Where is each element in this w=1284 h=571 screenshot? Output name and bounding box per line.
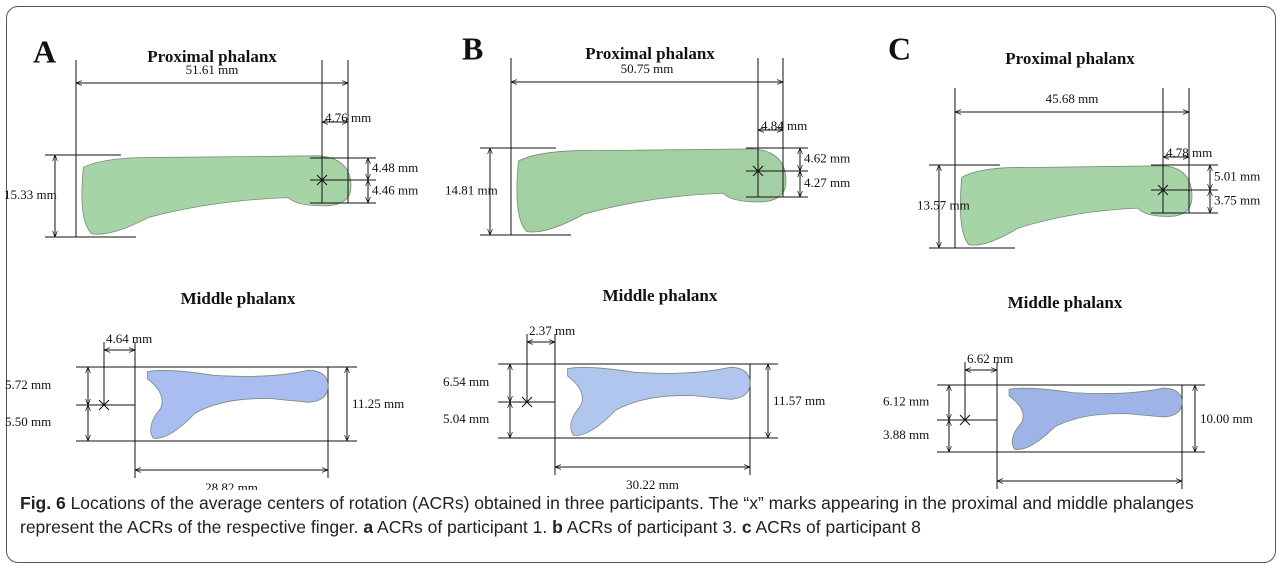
measurement-label: 5.04 mm (443, 411, 489, 426)
bounding-box (996, 384, 1183, 453)
caption-text: Locations of the average centers of rota… (20, 493, 1194, 537)
measurement-label: 4.84 mm (761, 118, 807, 133)
measurement-label: 15.33 mm (4, 187, 57, 202)
caption-item-letter: b (552, 517, 563, 537)
measurement-label: 6.62 mm (967, 351, 1013, 366)
measurement-label: 4.62 mm (804, 150, 850, 165)
panel-title: Middle phalanx (1008, 293, 1123, 312)
panel-title: Proximal phalanx (585, 44, 715, 63)
measurement-label: 5.01 mm (1214, 168, 1260, 183)
proximal-phalanx-shape (82, 156, 351, 234)
caption-item-letter: a (363, 517, 374, 537)
rotation-center-mark (316, 174, 328, 186)
measurement-label: 5.50 mm (5, 414, 51, 429)
bounding-box (134, 366, 329, 442)
panel-title: Proximal phalanx (1005, 49, 1135, 68)
rotation-center-mark (1157, 184, 1169, 196)
measurement-label: 6.12 mm (883, 393, 929, 408)
panel-letter: A (33, 33, 56, 69)
caption-item: ACRs of participant 8 (755, 517, 921, 537)
proximal-phalanx-shape (517, 149, 786, 232)
measurement-label: 50.75 mm (621, 61, 674, 76)
measurement-label: 4.27 mm (804, 175, 850, 190)
measurement-label: 5.72 mm (5, 377, 51, 392)
measurement-label: 3.75 mm (1214, 192, 1260, 207)
caption-item: ACRs of participant 3. (566, 517, 737, 537)
measurement-label: 4.48 mm (372, 160, 418, 175)
measurement-label: 14.81 mm (445, 182, 498, 197)
bounding-box (554, 363, 751, 439)
measurement-label: 11.57 mm (773, 393, 825, 408)
measurement-label: 13.57 mm (917, 197, 970, 212)
caption-label: Fig. 6 (20, 493, 66, 513)
caption-item-letter: c (741, 517, 752, 537)
measurement-label: 11.25 mm (352, 396, 404, 411)
measurement-label: 4.64 mm (106, 331, 152, 346)
proximal-phalanx-shape (960, 166, 1192, 245)
figure-frame (6, 6, 1276, 563)
measurement-label: 6.54 mm (443, 374, 489, 389)
panel-title: Middle phalanx (603, 286, 718, 305)
panel-title: Middle phalanx (181, 289, 296, 308)
measurement-label: 4.76 mm (325, 110, 371, 125)
rotation-center-mark (752, 165, 764, 177)
middle-phalanx-shape (1009, 388, 1182, 450)
measurement-label: 51.61 mm (186, 62, 239, 77)
panel-letter: C (888, 30, 911, 66)
measurement-label: 2.37 mm (529, 323, 575, 338)
measurement-label: 3.88 mm (883, 427, 929, 442)
caption: Fig. 6 Locations of the average centers … (20, 491, 1270, 539)
measurement-label: 4.78 mm (1166, 145, 1212, 160)
middle-phalanx-shape (148, 370, 329, 438)
measurement-label: 45.68 mm (1046, 91, 1099, 106)
measurement-label: 30.22 mm (626, 477, 679, 490)
measurement-label: 28.82 mm (205, 480, 258, 490)
middle-phalanx-shape (568, 367, 750, 435)
panel-letter: B (462, 30, 483, 66)
panel-title: Proximal phalanx (147, 47, 277, 66)
measurement-label: 4.46 mm (372, 182, 418, 197)
caption-item: ACRs of participant 1. (377, 517, 548, 537)
measurement-label: 10.00 mm (1200, 411, 1253, 426)
